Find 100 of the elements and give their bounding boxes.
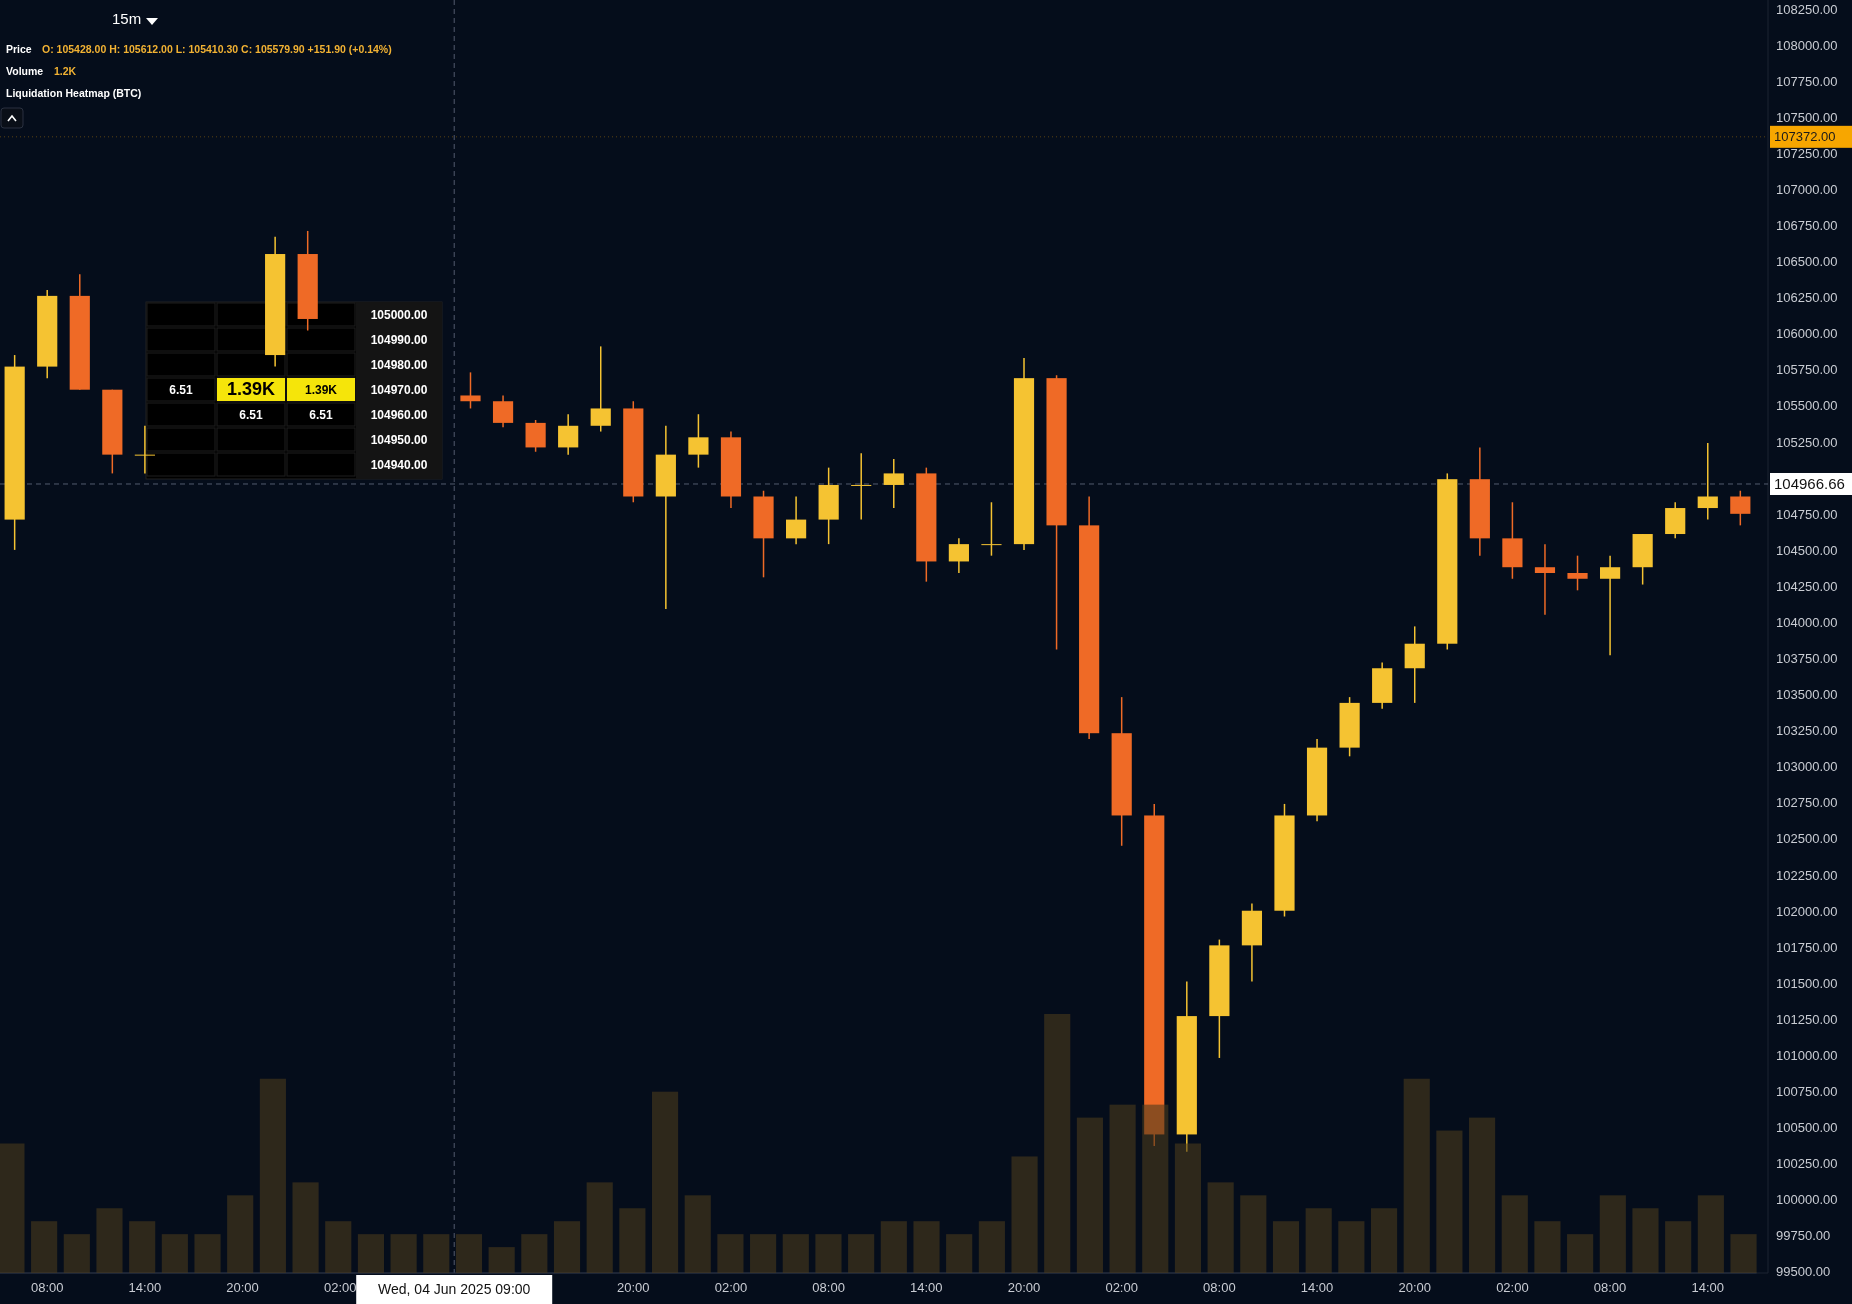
bar	[1534, 1221, 1561, 1273]
bar	[1370, 1208, 1398, 1273]
y-tick-label: 106000.00	[1776, 326, 1838, 342]
x-tick-label: 14:00	[1300, 1280, 1334, 1295]
ref-line-label: Wed, 04 Jun 2025 09:00	[378, 1281, 531, 1297]
y-tick-label: 106250.00	[1776, 290, 1838, 306]
annotation: 104990.00	[370, 332, 428, 347]
candlestick	[1534, 543, 1556, 616]
annotation: 105000.00	[370, 307, 428, 322]
y-tick-label: 104750.00	[1776, 506, 1838, 522]
candlestick	[1730, 489, 1751, 527]
y-tick-label: 102250.00	[1776, 867, 1838, 883]
y-tick-label: 101750.00	[1776, 939, 1838, 955]
y-tick-label: 107500.00	[1776, 109, 1838, 125]
bar	[1174, 1143, 1202, 1273]
bar	[553, 1221, 581, 1273]
y-tick-label: 107250.00	[1776, 145, 1838, 161]
y-tick-label: 103000.00	[1776, 759, 1838, 775]
bar	[1436, 1130, 1463, 1273]
bar	[1567, 1234, 1594, 1273]
bar	[423, 1234, 450, 1273]
y-tick-label: 105250.00	[1776, 434, 1838, 450]
annotation: 1.39K	[304, 382, 338, 397]
y-tick-label: 102500.00	[1776, 831, 1838, 847]
bar	[227, 1195, 254, 1273]
candlestick	[948, 537, 969, 574]
x-tick-label: 14:00	[1691, 1280, 1725, 1295]
y-tick-label: 103750.00	[1776, 651, 1838, 667]
x-tick-label: 20:00	[617, 1280, 650, 1295]
bar	[880, 1221, 907, 1273]
candlestick	[1567, 554, 1588, 592]
bar	[194, 1234, 221, 1273]
candlestick	[981, 501, 1002, 557]
bar	[1240, 1195, 1267, 1273]
bar	[1272, 1221, 1300, 1273]
bar	[1109, 1104, 1136, 1273]
bar	[684, 1195, 711, 1273]
x-tick-label: 14:00	[910, 1280, 943, 1295]
candlestick	[134, 425, 155, 475]
ref-line-label: 104966.66	[1774, 474, 1845, 492]
bar	[1207, 1182, 1234, 1273]
bar	[1044, 1014, 1071, 1273]
x-tick-label: 08:00	[812, 1280, 845, 1295]
y-tick-label: 100750.00	[1776, 1084, 1838, 1100]
bar	[31, 1221, 58, 1273]
x-tick-label: 20:00	[1398, 1280, 1431, 1295]
bar	[1665, 1221, 1692, 1273]
bar	[750, 1234, 777, 1273]
bar	[815, 1234, 842, 1273]
y-tick-label: 104000.00	[1776, 614, 1838, 630]
y-tick-label: 104500.00	[1776, 542, 1838, 558]
annotation: 15m	[112, 10, 142, 27]
x-tick-label: 02:00	[1496, 1280, 1529, 1295]
candlestick	[1599, 554, 1621, 657]
y-tick-label: 99750.00	[1776, 1228, 1831, 1244]
ref-line-label: 107372.00	[1774, 129, 1836, 145]
annotation: 104950.00	[370, 432, 428, 447]
bar	[63, 1234, 90, 1273]
annotation: 104980.00	[370, 357, 428, 372]
annotation: 1.2K	[54, 65, 77, 77]
bar	[1599, 1195, 1626, 1273]
bar	[521, 1234, 548, 1273]
annotation: 104960.00	[370, 407, 428, 422]
annotation: Volume	[6, 65, 44, 77]
bar	[1632, 1208, 1659, 1273]
bar	[651, 1091, 679, 1273]
x-tick-label: 08:00	[1593, 1280, 1627, 1295]
bar	[1697, 1195, 1724, 1273]
y-tick-label: 102750.00	[1776, 795, 1838, 811]
bar	[978, 1221, 1005, 1273]
x-tick-label: 02:00	[1105, 1280, 1138, 1295]
bar	[1403, 1078, 1430, 1273]
x-tick-label: 20:00	[1007, 1280, 1041, 1295]
candlestick	[883, 458, 904, 509]
y-tick-label: 101000.00	[1776, 1047, 1838, 1063]
y-tick-label: 105500.00	[1776, 398, 1838, 414]
x-tick-label: 08:00	[1203, 1280, 1236, 1295]
bar	[1730, 1234, 1757, 1273]
annotation: Price	[6, 43, 32, 55]
bar	[1011, 1156, 1038, 1273]
bar	[946, 1234, 973, 1273]
y-tick-label: 100500.00	[1776, 1120, 1838, 1136]
annotation: 6.51	[309, 407, 333, 422]
bar	[586, 1182, 613, 1273]
bar	[848, 1234, 875, 1273]
bar	[325, 1221, 352, 1273]
candlestick	[558, 413, 579, 456]
y-tick-label: 106500.00	[1776, 254, 1838, 270]
y-tick-label: 102000.00	[1776, 903, 1838, 919]
bar	[390, 1234, 417, 1273]
bar	[1501, 1195, 1528, 1273]
y-tick-label: 108000.00	[1776, 37, 1838, 53]
annotation: O: 105428.00 H: 105612.00 L: 105410.30 C: 105579.90 +151.90 (+0.14%)	[42, 43, 392, 55]
annotation: 1.39K	[226, 379, 276, 400]
candlestick	[460, 371, 481, 410]
y-tick-label: 101500.00	[1776, 975, 1838, 991]
bar	[1076, 1117, 1103, 1273]
y-tick-label: 108250.00	[1776, 1, 1838, 17]
bar	[782, 1234, 809, 1273]
y-tick-label: 107000.00	[1776, 181, 1838, 197]
